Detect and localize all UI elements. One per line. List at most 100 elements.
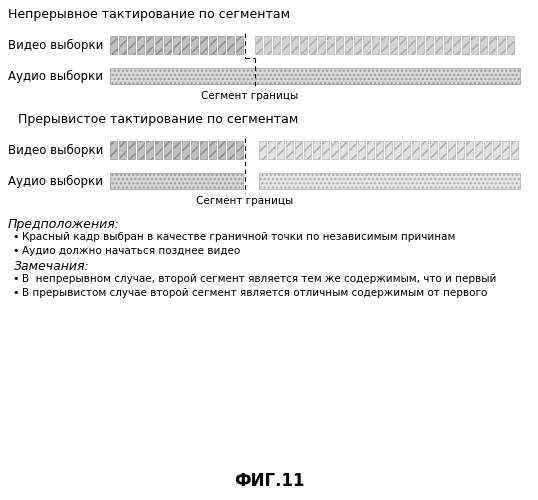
Bar	[218, 36, 225, 54]
Bar	[137, 36, 144, 54]
Bar	[255, 36, 262, 54]
Bar	[381, 36, 388, 54]
Bar	[182, 36, 189, 54]
Bar	[457, 141, 464, 159]
Bar	[259, 141, 266, 159]
Bar	[110, 141, 117, 159]
Bar	[367, 141, 374, 159]
Bar	[358, 141, 365, 159]
Text: Сегмент границы: Сегмент границы	[201, 91, 299, 101]
Bar	[511, 141, 518, 159]
Bar	[191, 36, 198, 54]
Bar	[295, 141, 302, 159]
Bar	[466, 141, 473, 159]
Bar	[268, 141, 275, 159]
Bar	[421, 141, 428, 159]
Text: Сегмент границы: Сегмент границы	[196, 196, 294, 206]
Bar	[200, 141, 207, 159]
Bar	[453, 36, 460, 54]
Bar	[110, 68, 520, 84]
Text: Предположения:: Предположения:	[8, 218, 120, 231]
Bar	[462, 36, 469, 54]
Bar	[218, 141, 225, 159]
Bar	[363, 36, 370, 54]
Bar	[313, 141, 320, 159]
Bar	[173, 141, 180, 159]
Bar	[128, 141, 135, 159]
Text: ФИГ.11: ФИГ.11	[233, 472, 305, 490]
Bar	[448, 141, 455, 159]
Bar	[336, 36, 343, 54]
Bar	[173, 36, 180, 54]
Bar	[322, 141, 329, 159]
Bar	[498, 36, 505, 54]
Bar	[146, 36, 153, 54]
Bar	[331, 141, 338, 159]
Bar	[309, 36, 316, 54]
Bar	[209, 36, 216, 54]
Bar	[164, 141, 171, 159]
Bar	[390, 36, 397, 54]
Bar	[236, 36, 243, 54]
Bar	[209, 141, 216, 159]
Bar	[340, 141, 347, 159]
Bar	[128, 36, 135, 54]
Bar	[484, 141, 491, 159]
Bar	[408, 36, 415, 54]
Text: В  непрерывном случае, второй сегмент является тем же содержимым, что и первый: В непрерывном случае, второй сегмент явл…	[22, 274, 497, 284]
Text: •: •	[12, 274, 18, 284]
Bar	[236, 141, 243, 159]
Bar	[200, 36, 207, 54]
Text: В прерывистом случае второй сегмент является отличным содержимым от первого: В прерывистом случае второй сегмент явля…	[22, 288, 487, 298]
Text: Видео выборки: Видео выборки	[8, 144, 103, 156]
Bar	[327, 36, 334, 54]
Bar	[430, 141, 437, 159]
Bar	[273, 36, 280, 54]
Bar	[493, 141, 500, 159]
Text: Непрерывное тактирование по сегментам: Непрерывное тактирование по сегментам	[8, 8, 290, 21]
Bar	[286, 141, 293, 159]
Text: •: •	[12, 246, 18, 256]
Bar	[182, 141, 189, 159]
Bar	[137, 141, 144, 159]
Bar	[399, 36, 406, 54]
Bar	[119, 36, 126, 54]
Bar	[300, 36, 307, 54]
Bar	[259, 173, 520, 189]
Bar	[403, 141, 410, 159]
Bar	[146, 141, 153, 159]
Bar	[155, 141, 162, 159]
Bar	[354, 36, 361, 54]
Bar	[349, 141, 356, 159]
Bar	[110, 36, 117, 54]
Bar	[426, 36, 433, 54]
Bar	[155, 36, 162, 54]
Text: Прерывистое тактирование по сегментам: Прерывистое тактирование по сегментам	[18, 113, 299, 126]
Bar	[385, 141, 392, 159]
Bar	[291, 36, 298, 54]
Text: •: •	[12, 288, 18, 298]
Bar	[304, 141, 311, 159]
Text: Замечания:: Замечания:	[14, 260, 90, 273]
Text: Красный кадр выбран в качестве граничной точки по независимым причинам: Красный кадр выбран в качестве граничной…	[22, 232, 455, 242]
Bar	[227, 141, 234, 159]
Bar	[345, 36, 352, 54]
Bar	[507, 36, 514, 54]
Bar	[502, 141, 509, 159]
Bar	[110, 173, 243, 189]
Bar	[417, 36, 424, 54]
Bar	[376, 141, 383, 159]
Bar	[471, 36, 478, 54]
Text: Видео выборки: Видео выборки	[8, 38, 103, 52]
Bar	[412, 141, 419, 159]
Bar	[435, 36, 442, 54]
Bar	[282, 36, 289, 54]
Bar	[480, 36, 487, 54]
Bar	[227, 36, 234, 54]
Text: Аудио выборки: Аудио выборки	[8, 174, 103, 188]
Bar	[191, 141, 198, 159]
Text: Аудио должно начаться позднее видео: Аудио должно начаться позднее видео	[22, 246, 240, 256]
Bar	[475, 141, 482, 159]
Bar	[489, 36, 496, 54]
Bar	[119, 141, 126, 159]
